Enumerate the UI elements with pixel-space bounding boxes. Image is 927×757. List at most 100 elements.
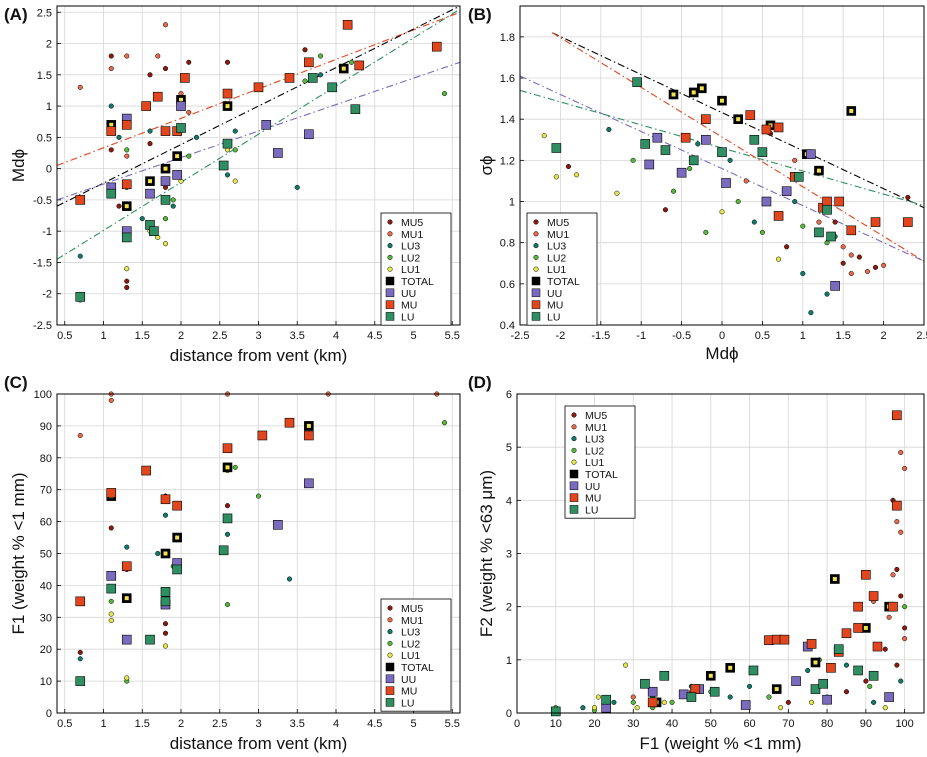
y-tick-label: 2 xyxy=(506,602,512,614)
data-point xyxy=(670,188,677,194)
data-point-center xyxy=(175,535,180,540)
data-point xyxy=(160,586,171,597)
legend-label: MU1 xyxy=(585,422,607,434)
data-point xyxy=(630,157,636,163)
data-point xyxy=(749,134,760,145)
data-point xyxy=(717,147,727,157)
data-point xyxy=(840,244,846,250)
data-point-center xyxy=(148,179,152,184)
legend-label: LU2 xyxy=(585,445,604,457)
trendline-total xyxy=(56,5,461,207)
data-point xyxy=(580,705,586,711)
data-point xyxy=(155,550,161,557)
data-point xyxy=(180,73,190,83)
data-point xyxy=(294,184,300,190)
data-point xyxy=(800,223,806,229)
data-point-center xyxy=(691,90,696,95)
data-point xyxy=(898,593,904,599)
data-point-center xyxy=(163,551,168,556)
x-tick-label: 2 xyxy=(881,330,887,342)
data-point-center xyxy=(728,665,733,670)
data-point xyxy=(591,705,598,711)
data-point xyxy=(688,155,699,166)
x-tick-label: 3 xyxy=(255,718,261,730)
data-point-center xyxy=(341,66,346,71)
data-point xyxy=(124,153,130,159)
data-point xyxy=(701,134,711,145)
y-tick-label: 0 xyxy=(506,708,512,720)
y-tick-label: 10 xyxy=(40,676,52,688)
y-tick-label: 0.6 xyxy=(500,279,515,291)
data-point xyxy=(660,145,671,155)
data-point xyxy=(218,545,229,556)
data-point xyxy=(147,128,153,134)
legend-swatch xyxy=(385,288,395,298)
y-axis-title: σϕ xyxy=(477,155,496,175)
data-point xyxy=(864,268,870,275)
data-point xyxy=(902,625,908,631)
data-point xyxy=(172,564,182,575)
data-point xyxy=(77,253,83,259)
data-point xyxy=(872,641,883,652)
data-point xyxy=(785,699,791,705)
panel-d: 0 10 20 30 40 50 60 70 80 90 1000123456MU5MU1LU3LU… xyxy=(468,373,925,753)
data-point xyxy=(551,143,562,153)
legend-label: MU xyxy=(547,300,563,312)
x-axis-title: F1 (weight % <1 mm) xyxy=(639,734,801,753)
y-tick-label: 0.8 xyxy=(500,238,515,250)
data-point xyxy=(882,646,888,652)
data-point xyxy=(553,174,559,180)
legend-label: MU1 xyxy=(547,229,569,241)
data-point xyxy=(727,694,733,700)
data-point xyxy=(155,53,161,59)
data-point xyxy=(903,217,913,227)
data-point xyxy=(77,656,83,662)
data-point xyxy=(793,172,804,182)
data-point xyxy=(747,683,753,689)
data-point xyxy=(222,443,233,454)
data-point xyxy=(108,147,114,153)
data-point xyxy=(810,684,821,694)
plot-frame xyxy=(56,393,461,714)
data-point xyxy=(121,120,132,130)
data-point xyxy=(172,500,182,511)
data-point xyxy=(141,101,151,111)
data-point xyxy=(686,692,697,702)
data-point xyxy=(232,128,238,134)
data-point xyxy=(224,503,231,509)
data-point xyxy=(662,207,668,213)
legend-label: UU xyxy=(547,288,562,300)
legend-label: MU xyxy=(585,493,601,505)
legend-swatch xyxy=(571,424,577,430)
data-point xyxy=(695,141,701,147)
data-point xyxy=(304,478,314,489)
data-point xyxy=(759,229,765,235)
plot-frame xyxy=(516,393,925,714)
data-point xyxy=(841,628,852,639)
data-point xyxy=(833,644,844,655)
x-tick-label: 50 xyxy=(705,718,717,730)
data-point xyxy=(757,147,768,157)
data-point xyxy=(853,623,863,633)
legend-swatch xyxy=(387,617,393,623)
x-axis-title: distance from vent (km) xyxy=(170,346,348,365)
trendline-uu xyxy=(519,75,925,262)
data-point-center xyxy=(816,168,821,173)
x-axis-title: Mdϕ xyxy=(705,344,738,363)
data-point xyxy=(232,178,238,184)
legend-swatch xyxy=(531,300,541,309)
data-point-center xyxy=(124,596,129,601)
y-tick-label: 60 xyxy=(40,517,52,529)
legend-swatch xyxy=(387,266,393,272)
legend-swatch xyxy=(571,412,577,418)
data-point xyxy=(257,430,268,441)
legend-swatch xyxy=(387,243,393,249)
x-tick-label: 5 xyxy=(410,718,416,730)
legend-label: LU1 xyxy=(547,264,566,276)
data-point xyxy=(170,197,176,203)
data-point xyxy=(160,126,171,136)
data-point xyxy=(218,160,229,171)
data-point xyxy=(791,676,801,686)
legend-swatch xyxy=(387,652,393,658)
